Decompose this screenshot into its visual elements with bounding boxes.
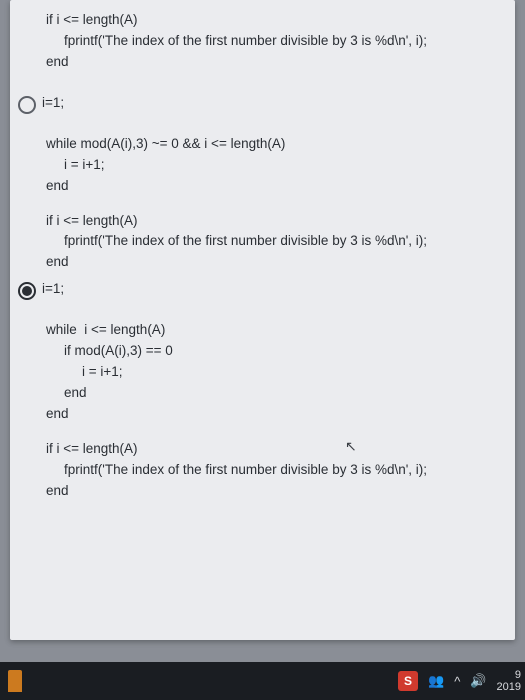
clock-date: 2019	[497, 681, 521, 693]
clock-time: 9	[497, 669, 521, 681]
code-line: end	[28, 252, 515, 273]
code-line: i = i+1;	[28, 362, 515, 383]
sound-icon[interactable]: 🔊	[470, 673, 486, 689]
people-icon[interactable]: 👥	[428, 673, 444, 689]
code-line: while mod(A(i),3) ~= 0 && i <= length(A)	[28, 134, 515, 155]
code-line: end	[28, 52, 515, 73]
option-header: i=1;	[42, 281, 64, 296]
code-line: fprintf('The index of the first number d…	[28, 460, 515, 481]
code-line: end	[28, 176, 515, 197]
taskbar: S 👥 ^ 🔊 9 2019	[0, 662, 525, 700]
option-header: i=1;	[42, 95, 64, 110]
clock[interactable]: 9 2019	[497, 669, 521, 693]
code-line: if mod(A(i),3) == 0	[28, 341, 515, 362]
radio-selected-icon[interactable]	[18, 282, 36, 300]
code-line: i = i+1;	[28, 155, 515, 176]
code-line: fprintf('The index of the first number d…	[28, 231, 515, 252]
code-line: end	[28, 404, 515, 425]
content-panel: if i <= length(A) fprintf('The index of …	[10, 0, 515, 640]
code-line: if i <= length(A)	[28, 10, 515, 31]
taskbar-app-icon[interactable]	[8, 670, 22, 692]
option-2[interactable]: i=1;	[18, 281, 515, 300]
caret-up-icon[interactable]: ^	[454, 674, 460, 689]
slack-icon[interactable]: S	[398, 671, 418, 691]
code-line: end	[28, 481, 515, 502]
option-1[interactable]: i=1;	[18, 95, 515, 114]
code-line: fprintf('The index of the first number d…	[28, 31, 515, 52]
code-line: if i <= length(A)	[28, 211, 515, 232]
code-line: while i <= length(A)	[28, 320, 515, 341]
radio-unselected-icon[interactable]	[18, 96, 36, 114]
code-line: end	[28, 383, 515, 404]
code-line: if i <= length(A)	[28, 439, 515, 460]
